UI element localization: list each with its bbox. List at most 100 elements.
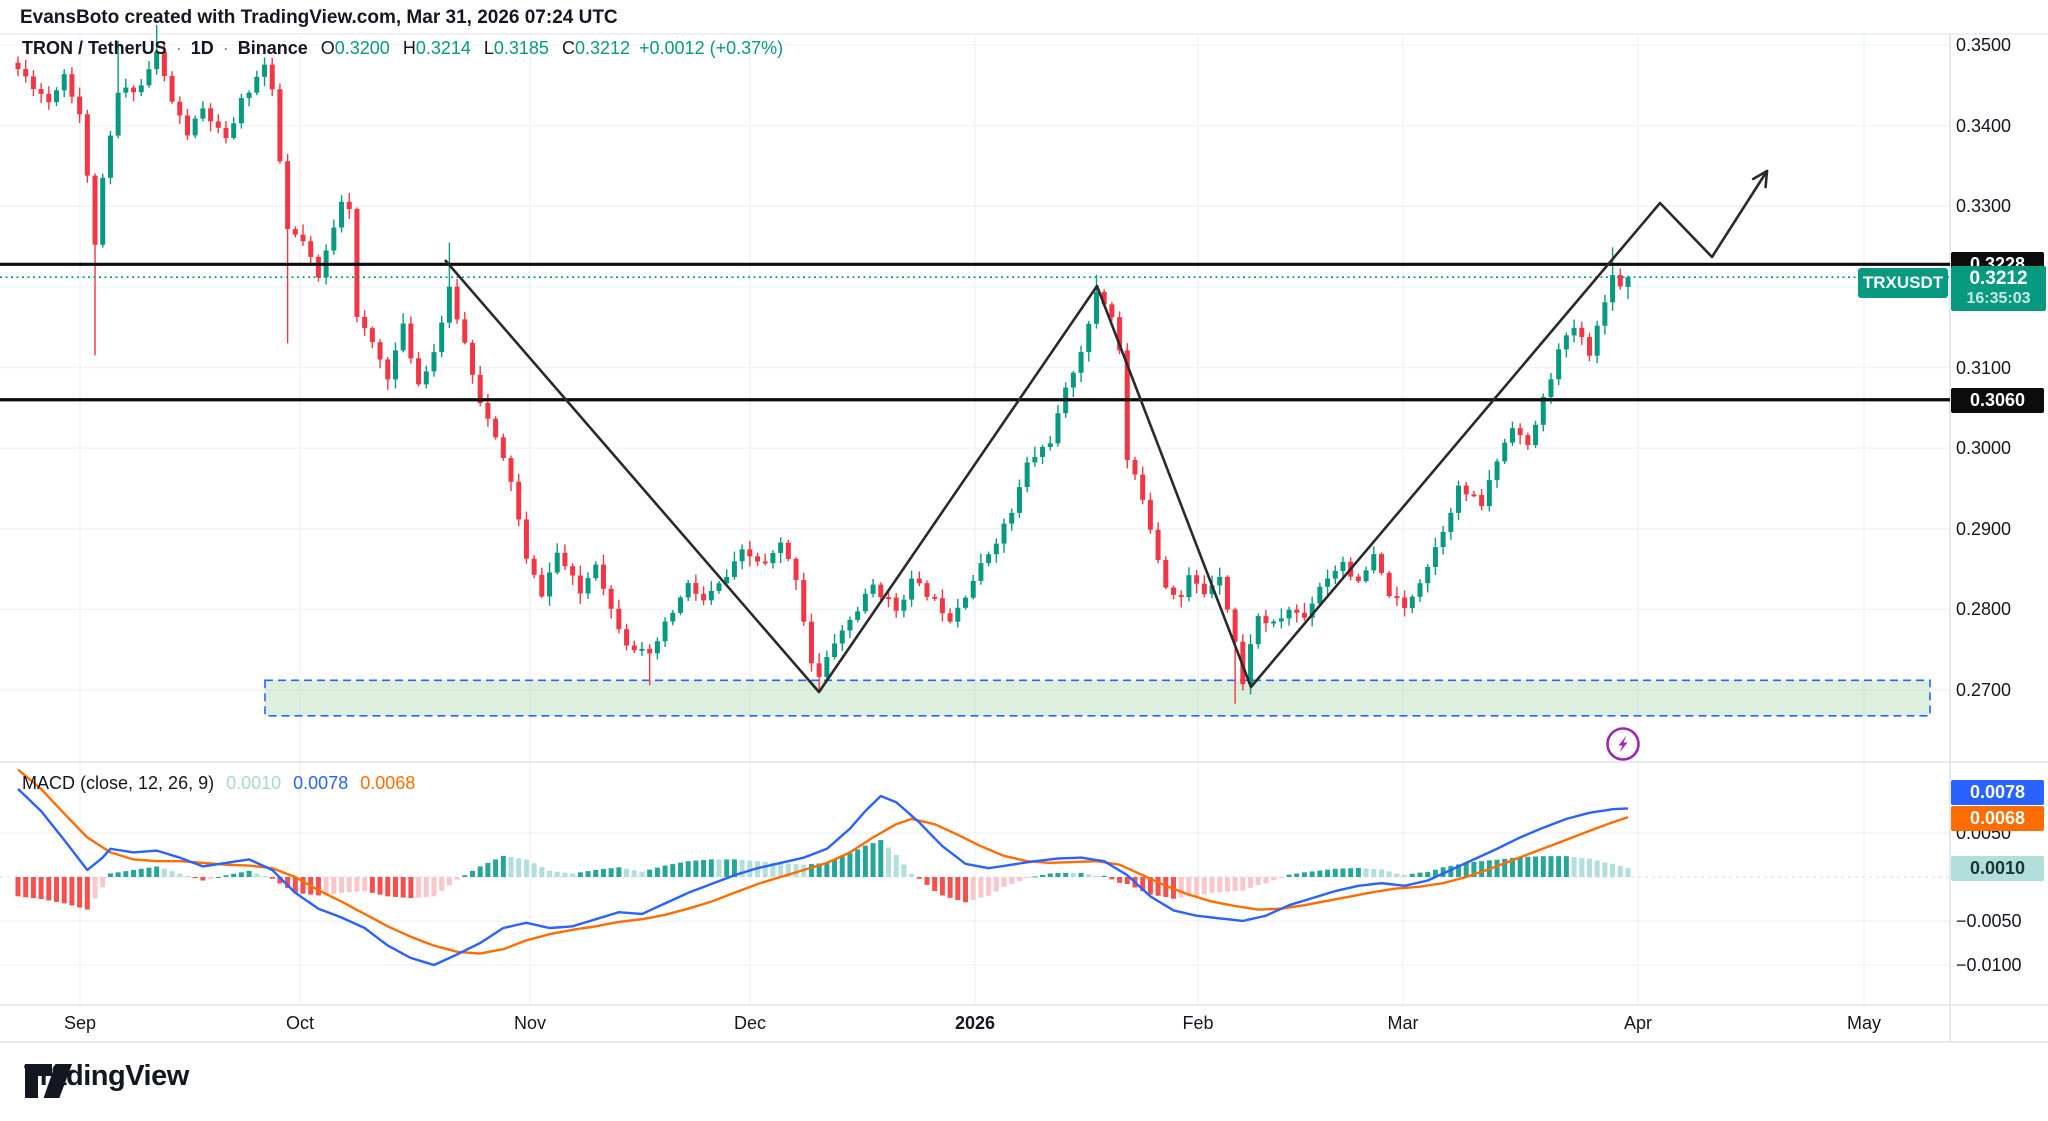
candle xyxy=(1586,337,1592,356)
candle xyxy=(439,322,445,353)
candle xyxy=(1525,435,1531,446)
macd-histogram-bar xyxy=(1448,865,1454,877)
tradingview-logo[interactable]: TradingView xyxy=(24,1060,189,1098)
macd-histogram-bar xyxy=(1602,862,1608,877)
time-axis-label: 2026 xyxy=(954,1013,996,1033)
candle xyxy=(184,115,190,136)
macd-histogram-bar xyxy=(1309,871,1315,877)
candle xyxy=(146,69,152,86)
candle xyxy=(531,558,537,575)
exchange-label: Binance xyxy=(237,38,308,58)
macd-signal-value: 0.0068 xyxy=(360,773,416,793)
macd-histogram-bar xyxy=(208,877,214,879)
macd-histogram-bar xyxy=(1432,869,1438,877)
time-axis-label: Dec xyxy=(733,1013,766,1033)
candle xyxy=(816,663,822,677)
macd-histogram-bar xyxy=(585,871,591,877)
macd-histogram-bar xyxy=(1332,868,1338,877)
candle xyxy=(878,584,884,598)
candle xyxy=(107,135,113,178)
candle xyxy=(970,580,976,598)
macd-histogram-bar xyxy=(485,862,491,877)
candle xyxy=(1147,499,1153,530)
macd-histogram-bar xyxy=(862,845,868,877)
candle xyxy=(631,645,637,651)
macd-histogram-bar xyxy=(932,877,938,892)
support-zone[interactable] xyxy=(264,679,1931,717)
macd-histogram-bar xyxy=(1517,857,1523,877)
candle xyxy=(1078,351,1084,373)
macd-histogram-bar xyxy=(369,877,375,893)
macd-histogram-bar xyxy=(493,859,499,877)
candle xyxy=(1294,609,1300,613)
macd-title[interactable]: MACD xyxy=(22,773,75,793)
price-axis-label: 0.2900 xyxy=(1956,518,2012,539)
candle xyxy=(485,402,491,419)
candle xyxy=(1086,323,1092,352)
candle xyxy=(423,371,429,385)
candle xyxy=(238,98,244,124)
macd-histogram-bar xyxy=(184,875,190,877)
macd-params: (close, 12, 26, 9) xyxy=(80,773,215,793)
macd-histogram-bar xyxy=(1409,873,1415,877)
macd-histogram-bar xyxy=(462,875,468,877)
candle xyxy=(192,118,198,136)
macd-histogram-bar xyxy=(916,877,922,879)
macd-histogram-bar xyxy=(870,843,876,877)
interval-label[interactable]: 1D xyxy=(190,38,214,58)
macd-value-badge: 0.0078 xyxy=(1951,780,2044,805)
macd-histogram-bar xyxy=(523,859,529,877)
macd-histogram-bar xyxy=(223,875,229,877)
macd-legend[interactable]: MACD (close, 12, 26, 9) 0.0010 0.0078 0.… xyxy=(22,773,415,794)
macd-histogram-bar xyxy=(724,859,730,877)
price-axis-label: 0.3500 xyxy=(1956,35,2012,55)
time-axis-label: Mar xyxy=(1387,1013,1419,1033)
macd-histogram-bar xyxy=(924,877,930,885)
candle xyxy=(23,69,29,77)
candle xyxy=(1402,597,1408,609)
candle xyxy=(408,323,414,359)
flash-icon[interactable] xyxy=(1606,727,1640,761)
macd-axis-label: −0.0050 xyxy=(1956,911,2022,931)
macd-histogram-bar xyxy=(46,877,52,901)
legend-separator: · xyxy=(175,38,182,58)
candle xyxy=(1209,585,1215,595)
macd-histogram-bar xyxy=(15,877,21,897)
symbol-name[interactable]: TRON / TetherUS xyxy=(22,38,167,58)
candle xyxy=(731,561,737,577)
candle xyxy=(1309,603,1315,618)
candle xyxy=(824,657,830,677)
candle xyxy=(431,352,437,372)
candle xyxy=(839,630,845,644)
candle xyxy=(1340,561,1346,571)
macd-histogram-bar xyxy=(100,877,106,888)
macd-histogram-bar xyxy=(131,869,137,877)
macd-histogram-bar xyxy=(1016,877,1022,882)
macd-lines xyxy=(17,768,1629,967)
macd-histogram-bar xyxy=(832,859,838,877)
candle xyxy=(1263,616,1269,624)
candle xyxy=(955,607,961,622)
candle xyxy=(177,101,183,116)
candle xyxy=(392,350,398,380)
candle xyxy=(1471,494,1477,497)
candle xyxy=(523,519,529,559)
trend-zigzag-drawing[interactable] xyxy=(444,169,1769,694)
candle xyxy=(693,583,699,594)
macd-histogram-bar xyxy=(554,871,560,877)
macd-line-value: 0.0078 xyxy=(293,773,349,793)
candle xyxy=(1132,460,1138,475)
symbol-legend[interactable]: TRON / TetherUS · 1D · Binance O0.3200 H… xyxy=(22,38,783,59)
candle xyxy=(778,542,784,554)
price-axis-label: 0.3300 xyxy=(1956,196,2012,217)
candle xyxy=(1325,578,1331,587)
legend-separator: · xyxy=(222,38,229,58)
time-axis-label: May xyxy=(1846,1013,1881,1033)
key-level-lines[interactable] xyxy=(0,262,1950,402)
macd-histogram-bar xyxy=(1617,866,1623,877)
candle xyxy=(308,241,314,257)
macd-histogram-bar xyxy=(878,840,884,877)
macd-histogram-bar xyxy=(1248,877,1254,888)
macd-histogram-bar xyxy=(231,873,237,877)
